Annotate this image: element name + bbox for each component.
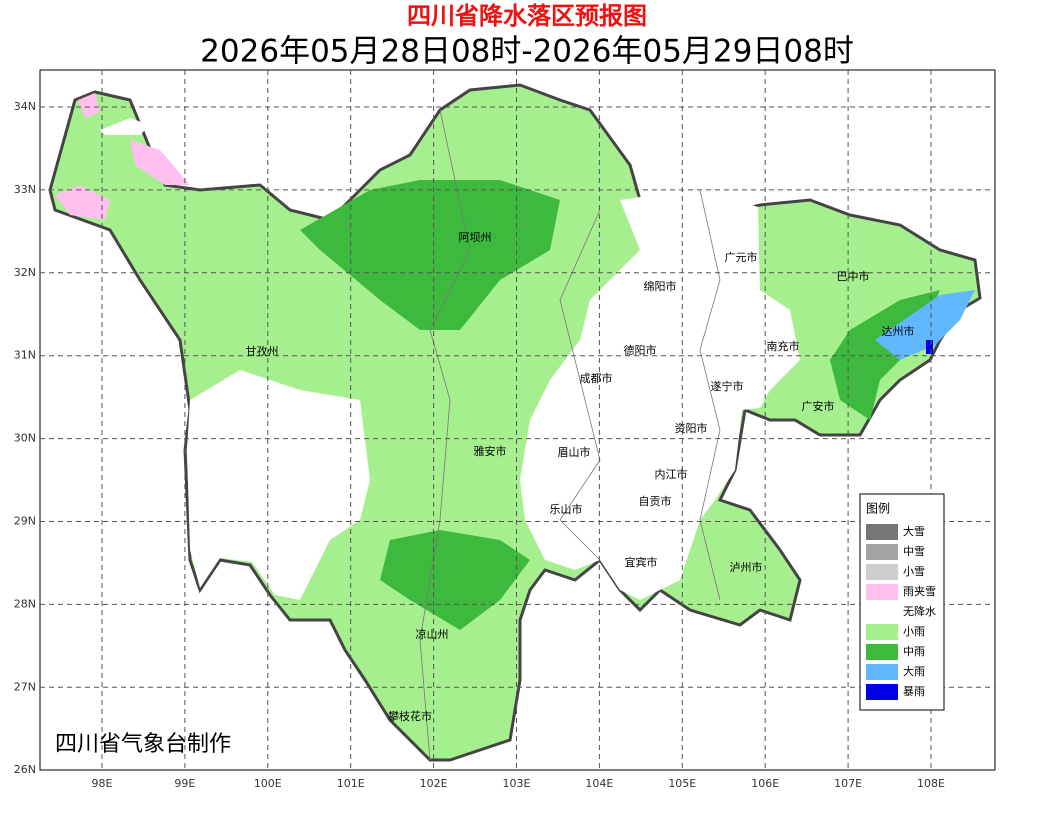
lat-label: 30N (14, 432, 36, 445)
subtitle: 2026年05月28日08时-2026年05月29日08时 (200, 34, 854, 70)
lon-label: 104E (585, 777, 613, 790)
legend-label: 小雨 (903, 625, 925, 638)
lat-label: 28N (14, 597, 36, 610)
lat-label: 34N (14, 100, 36, 113)
place-label: 乐山市 (550, 502, 583, 516)
legend-swatch (866, 524, 898, 540)
lon-label: 105E (668, 777, 696, 790)
place-label: 自贡市 (639, 494, 672, 508)
place-label: 阿坝州 (459, 230, 492, 244)
lat-label: 33N (14, 183, 36, 196)
legend-swatch (866, 624, 898, 640)
legend-swatch (866, 564, 898, 580)
title: 四川省降水落区预报图 (407, 2, 647, 30)
place-label: 攀枝花市 (388, 709, 432, 723)
place-label: 资阳市 (675, 421, 708, 435)
legend-swatch (866, 604, 898, 620)
borders (419, 109, 471, 761)
place-label: 甘孜州 (246, 344, 279, 358)
legend-title: 图例 (866, 502, 890, 516)
legend-label: 暴雨 (903, 685, 925, 698)
place-label: 广安市 (802, 399, 835, 413)
place-label: 绵阳市 (644, 279, 677, 293)
rain-storm (926, 340, 933, 354)
lat-label: 32N (14, 266, 36, 279)
sleet-west (55, 185, 110, 220)
lon-label: 101E (337, 777, 365, 790)
legend-swatch (866, 544, 898, 560)
legend-swatch (866, 584, 898, 600)
rain-moderate-north (300, 180, 560, 330)
legend-label: 无降水 (903, 604, 936, 618)
place-label: 达州市 (882, 324, 915, 338)
lon-label: 103E (503, 777, 531, 790)
sleet-north (130, 140, 190, 185)
borders (699, 189, 721, 601)
place-label: 宜宾市 (625, 555, 658, 569)
place-label: 眉山市 (558, 445, 591, 459)
legend-label: 中雪 (903, 545, 925, 558)
lat-label: 29N (14, 515, 36, 528)
place-label: 雅安市 (474, 444, 507, 458)
lon-label: 107E (834, 777, 862, 790)
lat-label: 27N (14, 680, 36, 693)
sleet-nw (78, 93, 100, 118)
lon-label: 108E (917, 777, 945, 790)
footer: 四川省气象台制作 (55, 732, 231, 757)
place-label: 泸州市 (730, 560, 763, 574)
lon-label: 99E (174, 777, 195, 790)
lat-label: 26N (14, 763, 36, 776)
legend-label: 小雪 (903, 565, 925, 578)
rain-heavy (875, 290, 975, 360)
borders (559, 209, 601, 561)
lon-label: 102E (420, 777, 448, 790)
legend-swatch (866, 644, 898, 660)
place-label: 凉山州 (416, 627, 449, 641)
place-label: 南充市 (767, 339, 800, 353)
place-label: 内江市 (655, 467, 688, 481)
lon-label: 106E (751, 777, 779, 790)
place-label: 巴中市 (837, 269, 870, 283)
legend-label: 雨夹雪 (903, 585, 936, 598)
place-label: 遂宁市 (711, 379, 744, 393)
lon-label: 100E (254, 777, 282, 790)
legend-label: 大雨 (903, 664, 925, 678)
place-label: 成都市 (580, 371, 613, 385)
legend-swatch (866, 664, 898, 680)
legend-label: 大雪 (903, 524, 925, 538)
no-rain-west (187, 370, 370, 600)
lat-label: 31N (14, 349, 36, 362)
rain-moderate-south (380, 530, 530, 630)
no-rain-basin (520, 188, 800, 600)
place-label: 德阳市 (624, 343, 657, 357)
legend-label: 中雨 (903, 645, 925, 658)
no-rain-north (100, 118, 150, 135)
precip-map (48, 83, 982, 762)
lon-label: 98E (92, 777, 113, 790)
place-label: 广元市 (725, 250, 758, 264)
legend-swatch (866, 684, 898, 700)
graticule: 34N 33N 32N 31N 30N 29N 28N 27N 26N 98E 99E 100E 101… (14, 70, 995, 790)
